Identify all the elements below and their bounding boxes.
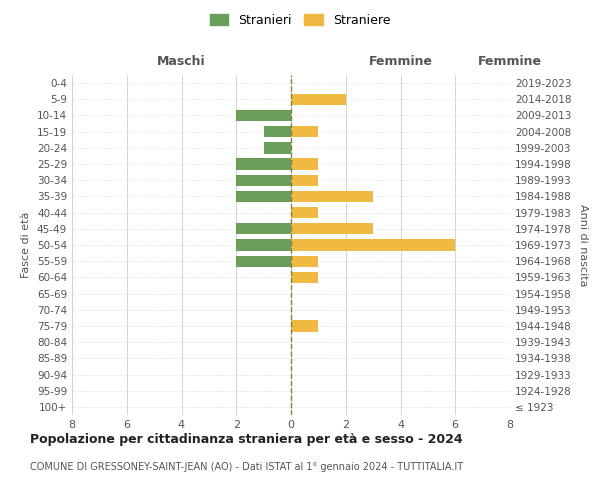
Bar <box>263 142 291 154</box>
Bar <box>236 174 291 186</box>
Bar <box>263 126 291 138</box>
Bar <box>291 320 319 332</box>
Bar <box>291 158 319 170</box>
Bar <box>291 126 319 138</box>
Bar <box>291 207 319 218</box>
Bar <box>236 240 291 250</box>
Bar <box>236 223 291 234</box>
Bar <box>291 191 373 202</box>
Bar <box>291 240 455 250</box>
Legend: Stranieri, Straniere: Stranieri, Straniere <box>205 8 395 32</box>
Bar <box>291 94 346 105</box>
Text: Femmine: Femmine <box>478 55 542 68</box>
Bar <box>291 174 319 186</box>
Bar <box>236 256 291 267</box>
Bar <box>236 110 291 121</box>
Text: Femmine: Femmine <box>368 55 433 68</box>
Bar <box>291 223 373 234</box>
Text: Maschi: Maschi <box>157 55 206 68</box>
Bar <box>236 158 291 170</box>
Text: COMUNE DI GRESSONEY-SAINT-JEAN (AO) - Dati ISTAT al 1° gennaio 2024 - TUTTITALIA: COMUNE DI GRESSONEY-SAINT-JEAN (AO) - Da… <box>30 462 463 472</box>
Bar <box>236 191 291 202</box>
Bar <box>291 256 319 267</box>
Y-axis label: Fasce di età: Fasce di età <box>22 212 31 278</box>
Text: Popolazione per cittadinanza straniera per età e sesso - 2024: Popolazione per cittadinanza straniera p… <box>30 432 463 446</box>
Y-axis label: Anni di nascita: Anni di nascita <box>578 204 588 286</box>
Bar <box>291 272 319 283</box>
